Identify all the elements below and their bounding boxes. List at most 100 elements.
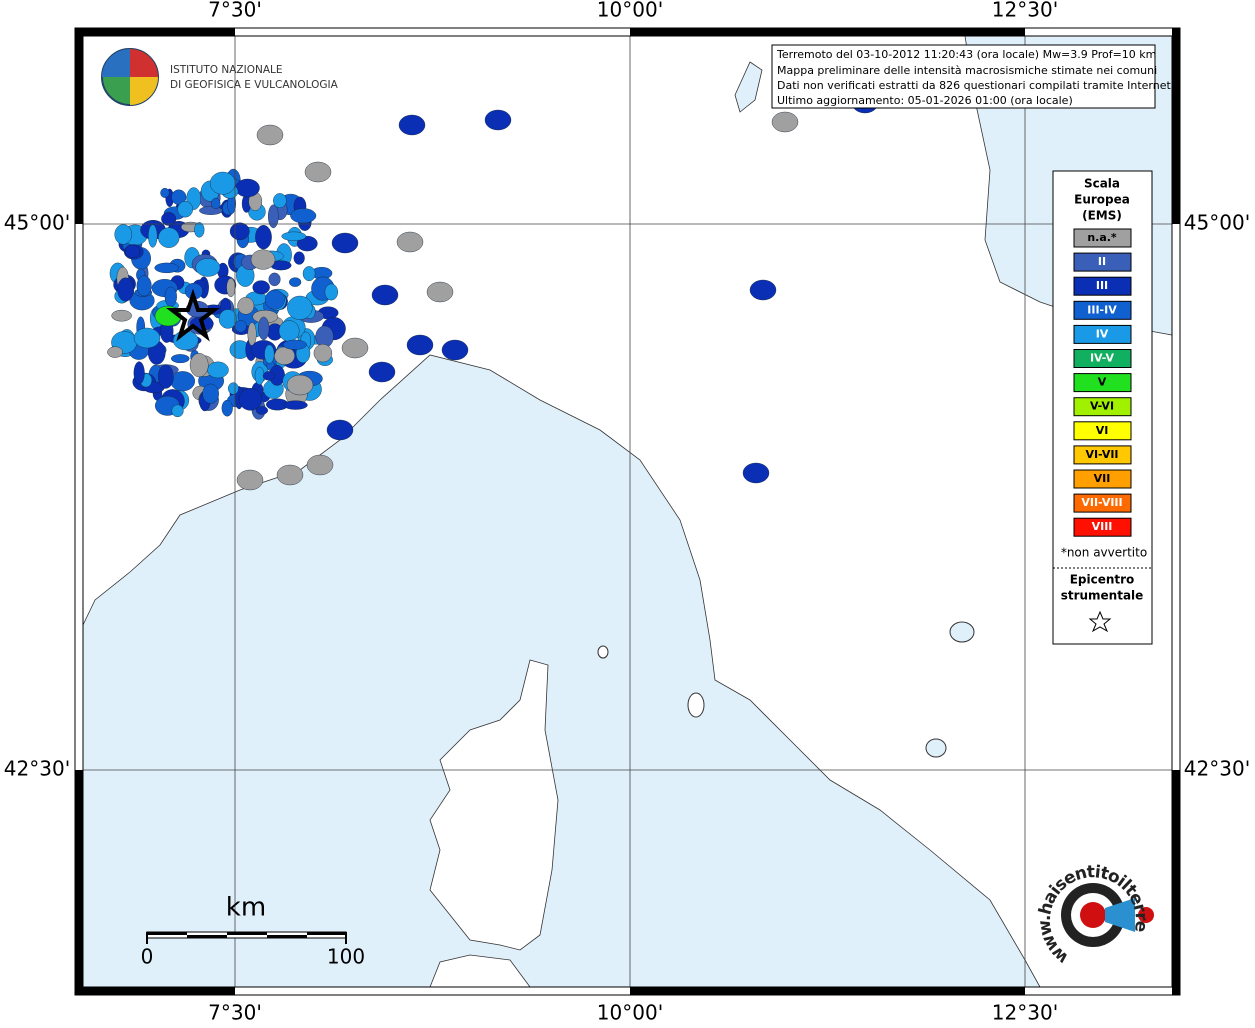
legend-label: III-IV: [1087, 303, 1117, 316]
scale-tick: 100: [327, 945, 365, 969]
legend-epicenter: Epicentro: [1070, 573, 1135, 587]
intensity-area: [194, 222, 205, 238]
info-box: Terremoto del 03-10-2012 11:20:43 (ora l…: [771, 44, 1174, 109]
intensity-area: [154, 262, 179, 274]
legend-label: IV-V: [1090, 352, 1115, 365]
lon-label: 10°00': [597, 1001, 663, 1025]
lat-label: 42°30': [4, 757, 70, 781]
legend-swatch: [1073, 517, 1132, 537]
intensity-area: [256, 124, 284, 146]
intensity-area: [398, 114, 426, 136]
legend-label: II: [1098, 255, 1106, 268]
intensity-area: [368, 361, 396, 383]
info-line: Ultimo aggiornamento: 05-01-2026 01:00 (…: [777, 94, 1073, 107]
intensity-area: [749, 279, 777, 301]
intensity-area: [262, 371, 275, 381]
island: [597, 645, 609, 659]
intensity-area: [157, 364, 174, 389]
intensity-area: [302, 266, 316, 282]
lon-label: 12°30': [992, 0, 1058, 22]
intensity-area: [164, 286, 177, 307]
intensity-area: [211, 197, 221, 210]
corsica: [429, 659, 559, 951]
legend-swatch: [1073, 445, 1132, 465]
intensity-area: [268, 204, 279, 229]
legend-label: VI-VII: [1085, 448, 1118, 461]
intensity-area: [133, 327, 161, 349]
legend-label: V-VI: [1090, 400, 1114, 413]
lon-label: 7°30': [208, 0, 262, 22]
intensity-area: [441, 339, 469, 361]
info-line: Dati non verificati estratti da 826 ques…: [777, 79, 1174, 92]
scale-bar: km 0 100: [141, 893, 365, 969]
intensity-area: [160, 187, 170, 198]
legend-swatch: [1073, 228, 1132, 248]
intensity-area: [313, 343, 333, 363]
intensity-area: [484, 109, 512, 131]
intensity-area: [177, 201, 193, 218]
intensity-area: [189, 353, 209, 378]
intensity-area: [306, 454, 334, 476]
intensity-area: [282, 339, 307, 350]
intensity-area: [111, 309, 132, 322]
lat-label: 42°30': [1184, 757, 1250, 781]
intensity-area: [234, 320, 247, 333]
intensity-area: [221, 399, 233, 417]
intensity-area: [124, 244, 141, 259]
legend-star: [1088, 610, 1112, 633]
scale-unit: km: [226, 893, 266, 923]
legend-label: n.a.*: [1087, 231, 1117, 244]
intensity-area: [202, 383, 219, 404]
intensity-area: [371, 284, 399, 306]
legend-swatch: [1073, 252, 1132, 272]
legend-swatch: [1073, 276, 1132, 296]
legend-label: VI: [1096, 424, 1109, 437]
legend-label: VIII: [1092, 520, 1113, 533]
intensity-area: [207, 361, 229, 379]
lake: [949, 621, 975, 643]
lat-label: 45°00': [1184, 211, 1250, 235]
intensity-area: [287, 295, 313, 320]
intensity-area: [148, 224, 158, 248]
intensity-area: [258, 316, 270, 341]
lon-label: 10°00': [597, 0, 663, 22]
intensity-area: [235, 178, 260, 198]
intensity-area: [290, 208, 317, 224]
logo-text: DI GEOFISICA E VULCANOLOGIA: [170, 79, 339, 91]
intensity-area: [255, 406, 268, 415]
logo-text: ISTITUTO NAZIONALE: [170, 64, 283, 76]
legend-swatch: [1073, 421, 1132, 441]
intensity-area: [326, 419, 354, 441]
legend-label: IV: [1096, 327, 1109, 340]
intensity-area: [268, 272, 281, 287]
intensity-area: [136, 275, 152, 297]
legend-swatch: [1073, 349, 1132, 368]
intensity-area: [264, 289, 285, 310]
legend: Scala Europea (EMS) *non avvertito Epice…: [1052, 170, 1153, 645]
intensity-area: [228, 382, 239, 395]
intensity-area: [226, 278, 236, 298]
intensity-area: [107, 346, 123, 358]
info-line: Mappa preliminare delle intensità macros…: [777, 64, 1157, 77]
tyrrhenian-sea: [82, 354, 1041, 988]
intensity-area: [341, 337, 369, 359]
lake: [734, 61, 763, 113]
coordinate-labels: 7°30' 10°00' 12°30' 7°30' 10°00' 12°30' …: [4, 0, 1250, 1025]
legend-swatch: [1073, 300, 1132, 320]
island: [687, 692, 705, 718]
epicenter: [166, 288, 220, 342]
intensity-area: [289, 277, 302, 287]
intensity-area: [254, 366, 265, 385]
intensity-area: [170, 371, 195, 392]
intensity-area: [195, 258, 221, 277]
lon-label: 7°30': [208, 1001, 262, 1025]
intensity-area: [171, 404, 184, 418]
intensity-area: [771, 111, 799, 133]
lat-label: 45°00': [4, 211, 70, 235]
info-line: Terremoto del 03-10-2012 11:20:43 (ora l…: [776, 48, 1156, 61]
intensity-area: [293, 251, 305, 265]
intensity-area: [250, 249, 276, 270]
intensity-area: [238, 388, 263, 411]
intensity-area: [171, 354, 190, 364]
intensity-area: [274, 346, 295, 365]
